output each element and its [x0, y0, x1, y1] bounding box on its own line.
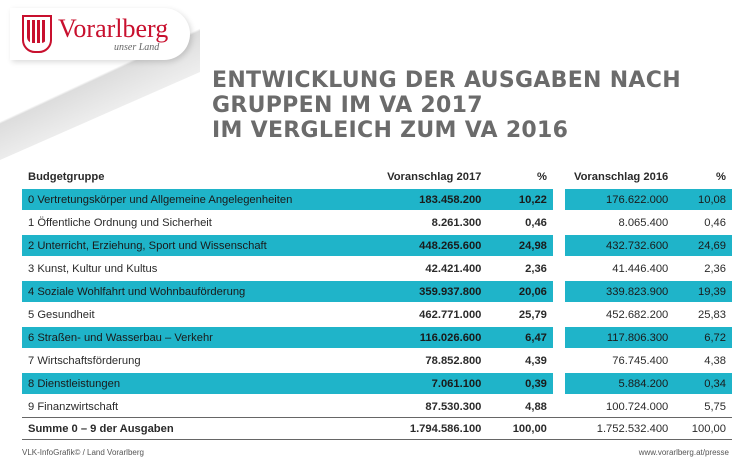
cell-va2017: 87.530.300	[425, 400, 482, 413]
table-row: 7 Wirtschaftsförderung 78.852.800 4,39 76.7…	[22, 349, 732, 372]
cell-va2017: 78.852.800	[425, 354, 482, 367]
header-va2016: Voranschlag 2016	[564, 167, 675, 189]
cell-va2017: 183.458.200	[350, 187, 488, 212]
table-row: 3 Kunst, Kultur und Kultus 42.421.400 2,36…	[22, 257, 732, 280]
cell-pct2016: 25,83	[698, 308, 726, 321]
cell-va2016: 339.823.900	[564, 279, 675, 304]
footer-credit: VLK-InfoGrafik© / Land Vorarlberg	[22, 448, 144, 457]
sum-label: Summe 0 – 9 der Ausgaben	[22, 417, 351, 440]
cell-pct2017: 25,79	[518, 308, 547, 321]
cell-va2017: 116.026.600	[350, 325, 488, 350]
cell-va2016: 41.446.400	[612, 262, 669, 275]
table-row: 4 Soziale Wohlfahrt und Wohnbauförderung…	[22, 279, 732, 304]
table-row: 1 Öffentliche Ordnung und Sicherheit 8.26…	[22, 211, 732, 234]
cell-va2016: 8.065.400	[618, 216, 669, 229]
title-line-1: ENTWICKLUNG DER AUSGABEN NACH	[212, 68, 681, 93]
cell-pct2017: 6,47	[487, 325, 553, 350]
coat-of-arms-icon	[22, 15, 52, 53]
cell-group: 2 Unterricht, Erziehung, Sport und Wisse…	[22, 233, 351, 258]
cell-pct2016: 4,38	[704, 354, 726, 367]
cell-va2017: 359.937.800	[350, 279, 488, 304]
cell-pct2017: 4,39	[525, 354, 547, 367]
budget-table: Budgetgruppe Voranschlag 2017 % Voransch…	[22, 167, 732, 440]
cell-group: 9 Finanzwirtschaft	[28, 400, 119, 413]
cell-pct2016: 2,36	[704, 262, 726, 275]
cell-va2016: 452.682.200	[606, 308, 669, 321]
cell-group: 6 Straßen- und Wasserbau – Verkehr	[22, 325, 351, 350]
logo: Vorarlberg unser Land	[22, 12, 168, 56]
cell-va2017: 7.061.100	[350, 371, 488, 396]
cell-pct2017: 2,36	[525, 262, 547, 275]
sum-pct2016: 100,00	[674, 417, 732, 440]
table-row: 5 Gesundheit 462.771.000 25,79 452.682.200 2…	[22, 303, 732, 326]
title-line-2: GRUPPEN IM VA 2017	[212, 93, 483, 118]
logo-name: Vorarlberg	[58, 13, 169, 43]
cell-pct2017: 0,46	[525, 216, 547, 229]
cell-va2016: 176.622.000	[564, 187, 675, 212]
cell-pct2016: 6,72	[674, 325, 732, 350]
sum-pct2017: 100,00	[487, 417, 553, 440]
cell-va2017: 42.421.400	[425, 262, 482, 275]
cell-va2017: 462.771.000	[419, 308, 482, 321]
page-title: ENTWICKLUNG DER AUSGABEN NACH GRUPPEN IM…	[212, 68, 732, 143]
cell-va2016: 5.884.200	[564, 371, 675, 396]
sum-va2017: 1.794.586.100	[350, 417, 488, 440]
cell-pct2016: 0,34	[674, 371, 732, 396]
cell-group: 1 Öffentliche Ordnung und Sicherheit	[28, 216, 212, 229]
logo-tagline: unser Land	[114, 41, 160, 53]
header-pct2016: %	[674, 167, 732, 189]
cell-pct2017: 10,22	[487, 187, 553, 212]
header-pct2017: %	[487, 167, 553, 189]
header-va2017: Voranschlag 2017	[350, 167, 488, 189]
cell-group: 0 Vertretungskörper und Allgemeine Angel…	[22, 187, 351, 212]
cell-pct2016: 24,69	[674, 233, 732, 258]
cell-pct2017: 20,06	[487, 279, 553, 304]
cell-pct2016: 0,46	[704, 216, 726, 229]
table-row: 9 Finanzwirtschaft 87.530.300 4,88 100.724.…	[22, 395, 732, 418]
cell-pct2017: 0,39	[487, 371, 553, 396]
cell-pct2016: 5,75	[704, 400, 726, 413]
cell-pct2016: 10,08	[674, 187, 732, 212]
title-line-3: IM VERGLEICH ZUM VA 2016	[212, 118, 569, 143]
cell-group: 5 Gesundheit	[28, 308, 95, 321]
cell-group: 3 Kunst, Kultur und Kultus	[28, 262, 158, 275]
cell-va2016: 100.724.000	[606, 400, 669, 413]
cell-pct2017: 4,88	[525, 400, 547, 413]
sum-row: Summe 0 – 9 der Ausgaben 1.794.586.100 1…	[22, 417, 732, 440]
table-body: 0 Vertretungskörper und Allgemeine Angel…	[22, 187, 732, 418]
table-row: 2 Unterricht, Erziehung, Sport und Wisse…	[22, 233, 732, 258]
cell-pct2017: 24,98	[487, 233, 553, 258]
cell-pct2016: 19,39	[674, 279, 732, 304]
cell-va2017: 448.265.600	[350, 233, 488, 258]
header-budgetgruppe: Budgetgruppe	[22, 167, 351, 189]
cell-va2016: 432.732.600	[564, 233, 675, 258]
cell-group: 7 Wirtschaftsförderung	[28, 354, 141, 367]
table-row: 0 Vertretungskörper und Allgemeine Angel…	[22, 187, 732, 212]
cell-va2016: 117.806.300	[564, 325, 675, 350]
table-header-row: Budgetgruppe Voranschlag 2017 % Voransch…	[22, 167, 732, 189]
cell-va2016: 76.745.400	[612, 354, 669, 367]
cell-group: 8 Dienstleistungen	[22, 371, 351, 396]
table-row: 6 Straßen- und Wasserbau – Verkehr 116.02…	[22, 325, 732, 350]
table-row: 8 Dienstleistungen 7.061.100 0,39 5.884.200…	[22, 371, 732, 396]
cell-va2017: 8.261.300	[431, 216, 482, 229]
footer-link[interactable]: www.vorarlberg.at/presse	[638, 448, 729, 457]
sum-va2016: 1.752.532.400	[564, 417, 675, 440]
cell-group: 4 Soziale Wohlfahrt und Wohnbauförderung	[22, 279, 351, 304]
